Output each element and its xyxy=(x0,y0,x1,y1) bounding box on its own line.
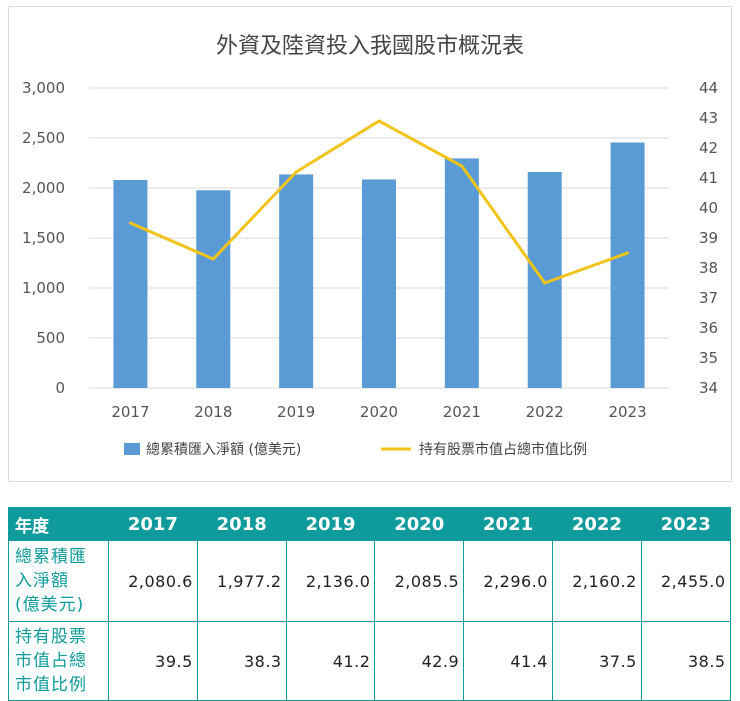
table-cell: 2,160.2 xyxy=(551,540,642,622)
y-left-tick-label: 3,000 xyxy=(22,79,65,97)
table-cell: 41.4 xyxy=(463,621,553,701)
x-tick-label: 2022 xyxy=(526,403,564,421)
table-row: 總累積匯 入淨額 (億美元) 2,080.6 1,977.2 2,136.0 2… xyxy=(8,540,731,622)
table-header-year: 2018 xyxy=(196,507,287,541)
table-header-year: 2020 xyxy=(374,507,465,541)
table-header-year: 2023 xyxy=(640,507,731,541)
line-point-2022 xyxy=(543,281,547,285)
y-right-tick-label: 42 xyxy=(699,139,718,157)
chart-title: 外資及陸資投入我國股市概況表 xyxy=(216,34,524,59)
y-left-tick-label: 1,000 xyxy=(22,279,65,297)
table-header-label: 年度 xyxy=(8,507,109,541)
row-label-line: (億美元) xyxy=(15,595,85,615)
row-label-line: 市值比例 xyxy=(15,675,87,695)
y-right-tick-label: 43 xyxy=(699,109,718,127)
table-row-label: 持有股票 市值占總 市值比例 xyxy=(8,621,109,701)
line-point-2018 xyxy=(211,257,215,261)
y-right-tick-label: 37 xyxy=(699,289,718,307)
y-right-tick-label: 36 xyxy=(699,319,718,337)
bar-2017 xyxy=(113,179,148,388)
y-right-tick-label: 39 xyxy=(699,229,718,247)
y-left-tick-label: 0 xyxy=(55,379,65,397)
legend-line-label: 持有股票市值占總市值比例 xyxy=(419,441,587,458)
table-header-year: 2017 xyxy=(108,507,198,541)
y-left-tick-label: 1,500 xyxy=(22,229,65,247)
line-point-2023 xyxy=(626,251,630,255)
x-tick-label: 2019 xyxy=(277,403,315,421)
table-cell: 1,977.2 xyxy=(196,540,287,622)
line-series xyxy=(128,119,630,285)
table-cell: 2,296.0 xyxy=(463,540,553,622)
y-right-tick-label: 44 xyxy=(699,79,718,97)
table-header-year: 2019 xyxy=(285,507,376,541)
row-label-line: 持有股票 xyxy=(15,627,87,647)
table-cell: 42.9 xyxy=(374,621,465,701)
y-left-tick-label: 500 xyxy=(36,329,65,347)
y-right-tick-label: 34 xyxy=(699,379,718,397)
left-axis: 0 500 1,000 1,500 2,000 2,500 3,000 xyxy=(22,79,65,397)
x-tick-label: 2020 xyxy=(360,403,398,421)
legend-bar-label: 總累積匯入淨額 (億美元) xyxy=(146,441,301,458)
line-point-2019 xyxy=(294,170,298,174)
line-point-2021 xyxy=(460,164,464,168)
y-left-tick-label: 2,500 xyxy=(22,129,65,147)
legend: 總累積匯入淨額 (億美元) 持有股票市值占總市值比例 xyxy=(124,441,587,458)
table-cell: 37.5 xyxy=(551,621,642,701)
table-cell: 2,455.0 xyxy=(640,540,731,622)
bar-series xyxy=(113,142,645,388)
bar-2020 xyxy=(362,179,396,388)
bar-2019 xyxy=(279,174,314,388)
chart-panel: 外資及陸資投入我國股市概況表 0 500 1,000 1,500 2,000 2,500 3… xyxy=(8,6,732,482)
table-row-label: 總累積匯 入淨額 (億美元) xyxy=(8,540,109,622)
x-tick-label: 2023 xyxy=(608,403,646,421)
table-cell: 38.5 xyxy=(640,621,731,701)
y-right-tick-label: 41 xyxy=(699,169,718,187)
table-row: 持有股票 市值占總 市值比例 39.5 38.3 41.2 42.9 41.4 … xyxy=(8,621,731,701)
table-header-year: 2021 xyxy=(463,507,553,541)
y-right-tick-label: 38 xyxy=(699,259,718,277)
bar-2021 xyxy=(444,158,479,388)
bar-2023 xyxy=(610,142,645,388)
legend-bar-swatch xyxy=(124,443,140,455)
line-point-2017 xyxy=(128,221,132,225)
x-tick-label: 2018 xyxy=(194,403,232,421)
bar-2018 xyxy=(196,190,231,388)
row-label-line: 入淨額 xyxy=(15,571,69,591)
table-header-row: 年度 2017 2018 2019 2020 2021 2022 2023 xyxy=(8,507,731,541)
line-point-2020 xyxy=(377,119,381,123)
x-tick-label: 2017 xyxy=(111,403,149,421)
row-label-line: 市值占總 xyxy=(15,651,87,671)
table-header-year: 2022 xyxy=(551,507,642,541)
x-axis: 2017 2018 2019 2020 2021 2022 2023 xyxy=(111,403,646,421)
y-left-tick-label: 2,000 xyxy=(22,179,65,197)
y-right-tick-label: 35 xyxy=(699,349,718,367)
table-cell: 38.3 xyxy=(196,621,287,701)
right-axis: 34 35 36 37 38 39 40 41 42 43 44 xyxy=(699,79,718,397)
table-cell: 2,085.5 xyxy=(374,540,465,622)
table-cell: 2,080.6 xyxy=(108,540,198,622)
row-label-line: 總累積匯 xyxy=(15,547,87,567)
y-right-tick-label: 40 xyxy=(699,199,718,217)
data-table: 年度 2017 2018 2019 2020 2021 2022 2023 總累… xyxy=(8,507,731,701)
combo-chart: 外資及陸資投入我國股市概況表 0 500 1,000 1,500 2,000 2,500 3… xyxy=(22,34,718,458)
table-cell: 2,136.0 xyxy=(285,540,376,622)
x-tick-label: 2021 xyxy=(443,403,481,421)
table-cell: 39.5 xyxy=(108,621,198,701)
table-cell: 41.2 xyxy=(285,621,376,701)
